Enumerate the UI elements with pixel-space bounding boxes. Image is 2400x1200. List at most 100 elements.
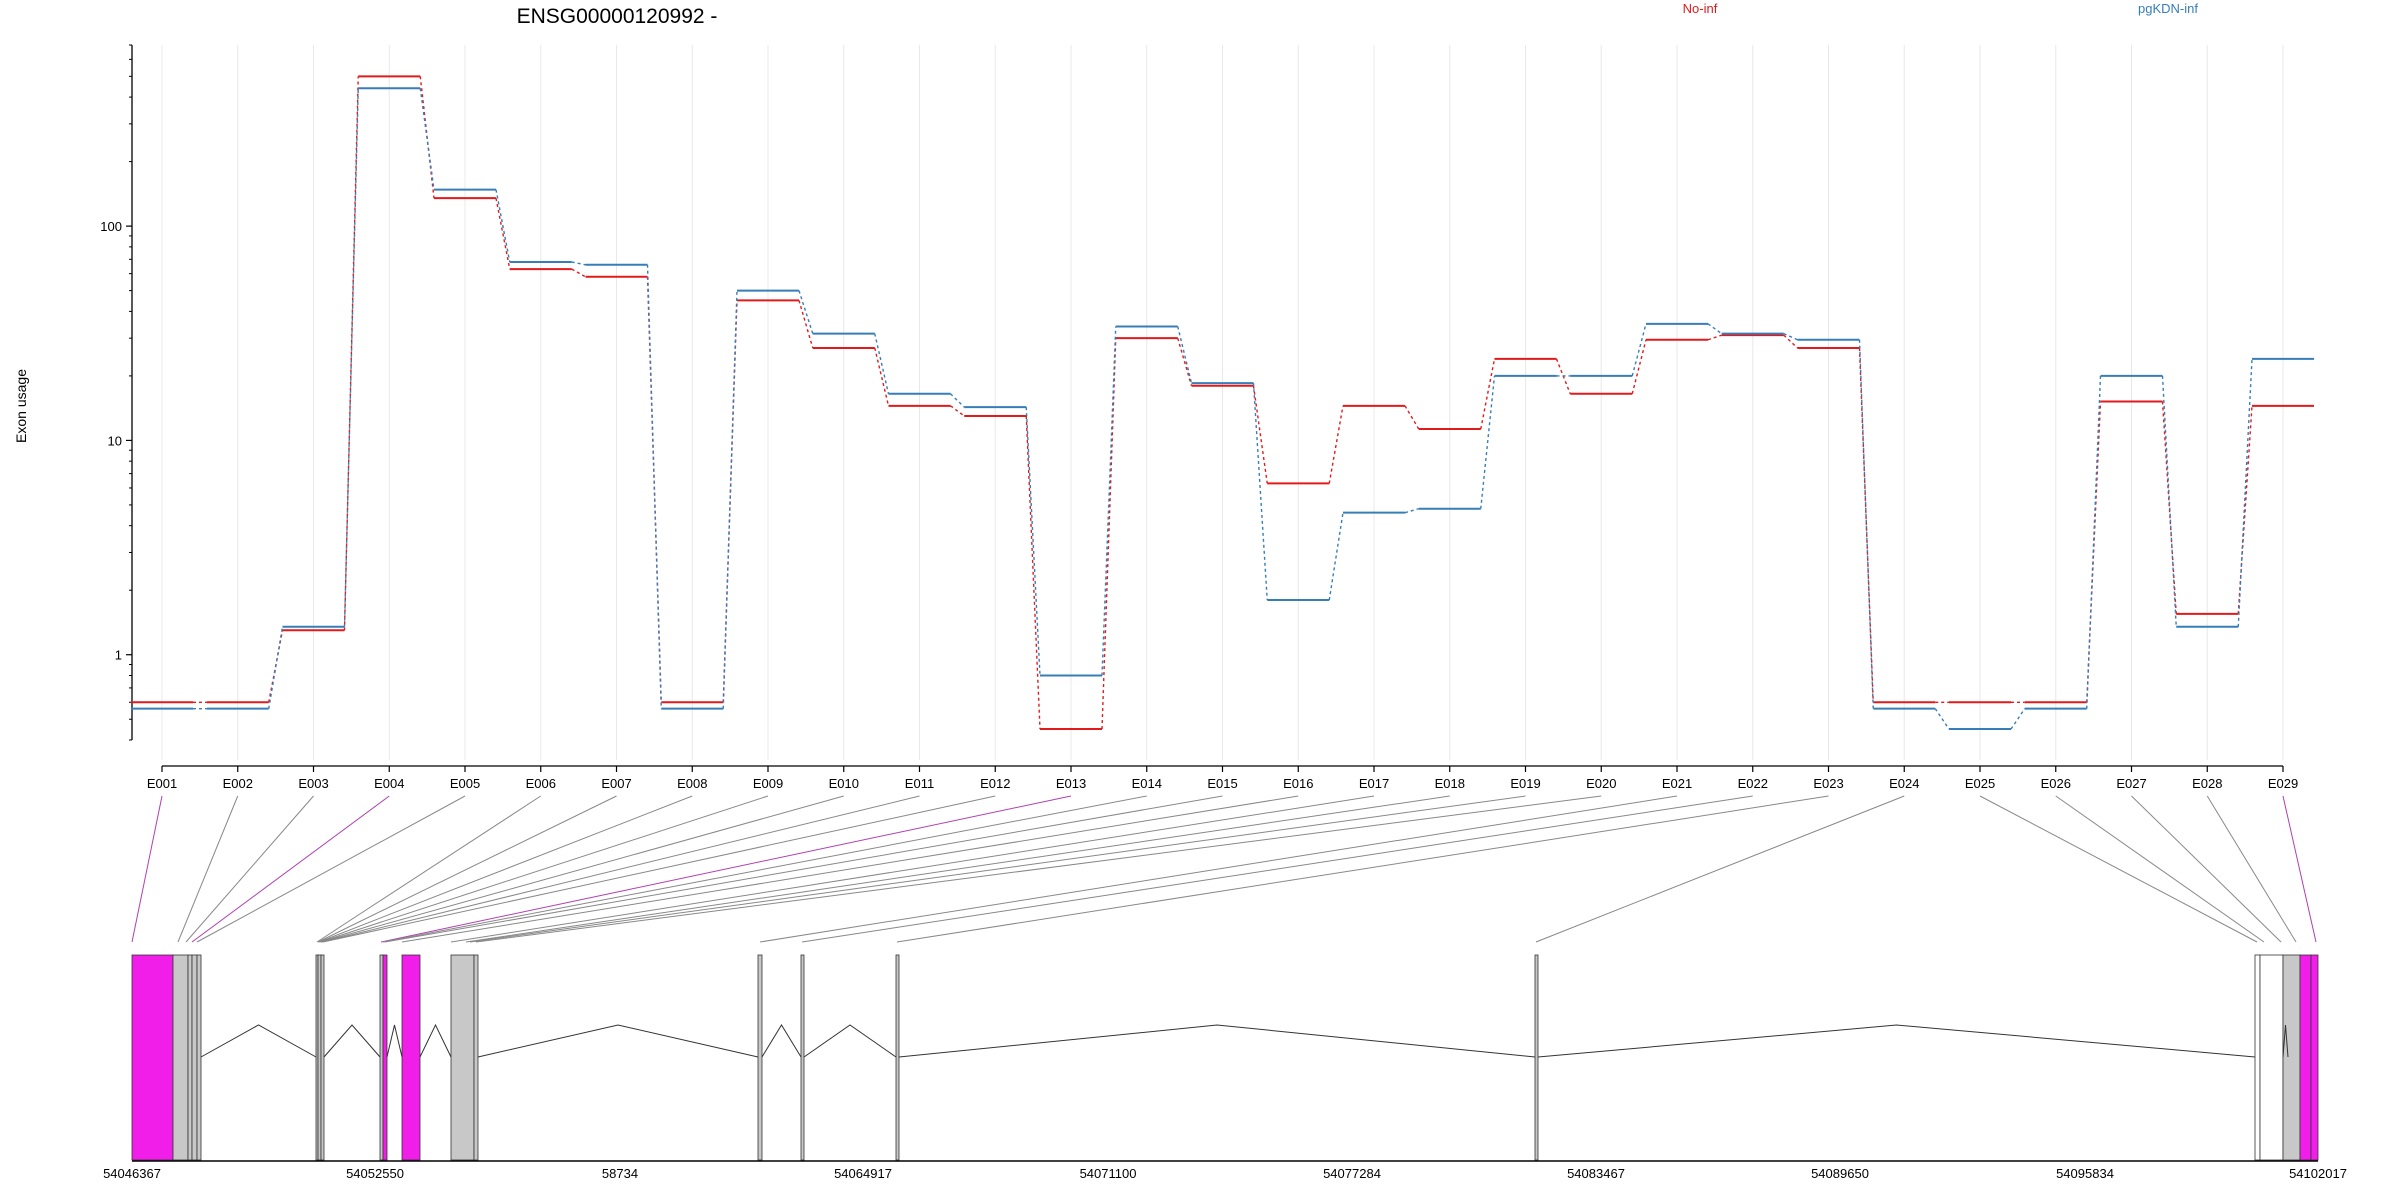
gene-model <box>131 954 2319 1161</box>
series-transition <box>2161 375 2177 627</box>
series-transition <box>1177 326 1193 384</box>
x-tick-label: E027 <box>2116 776 2146 791</box>
genomic-coord-label: 58734 <box>602 1166 638 1181</box>
exon-connector <box>380 795 1072 943</box>
exon-connector <box>177 795 239 943</box>
exon-connector <box>896 795 1829 943</box>
exon-connectors <box>131 795 2317 943</box>
exon-connector <box>321 795 920 943</box>
x-tick-label: E016 <box>1283 776 1313 791</box>
exon-connector <box>382 795 1147 943</box>
intron-line <box>761 1024 802 1058</box>
exon-connector <box>320 795 844 943</box>
x-tick-label: E011 <box>905 776 934 791</box>
series-transition <box>1252 385 1268 484</box>
exon-connector <box>465 795 1450 943</box>
genomic-coord-label: 54046367 <box>103 1166 161 1181</box>
series-transition <box>646 264 662 709</box>
exon-box <box>2259 954 2284 1161</box>
genomic-coord-label: 54102017 <box>2289 1166 2347 1181</box>
exon-connector <box>450 795 1375 943</box>
exon-box <box>895 954 900 1161</box>
y-axis-label: Exon usage <box>13 369 29 443</box>
exon-connector <box>322 795 996 943</box>
exon-connector <box>2206 795 2297 943</box>
x-axis: E001 E002 E003 E004 E005 E006 E007 E008 E009 E010… <box>147 765 2298 791</box>
x-tick-label: E020 <box>1586 776 1616 791</box>
series-transition <box>722 290 738 709</box>
x-tick-label: E017 <box>1359 776 1389 791</box>
series-transition <box>798 290 814 334</box>
series-transition <box>1025 415 1041 730</box>
series-transition <box>1252 383 1268 601</box>
series-transition <box>2086 375 2102 709</box>
grid-lines <box>161 45 2284 760</box>
exon-box <box>800 954 805 1161</box>
x-tick-label: E018 <box>1435 776 1465 791</box>
series-transition <box>1404 405 1420 430</box>
x-tick-label: E006 <box>526 776 556 791</box>
exon-connector <box>384 795 1223 943</box>
exon-connector <box>317 795 617 943</box>
exon-box <box>450 954 475 1161</box>
series-transition <box>1177 337 1193 386</box>
series-layer <box>131 75 2314 731</box>
exon-box <box>379 954 384 1161</box>
x-tick-label: E021 <box>1662 776 1692 791</box>
exon-box <box>172 954 189 1161</box>
series-transition <box>495 198 511 270</box>
genomic-coord-label: 54095834 <box>2056 1166 2114 1181</box>
x-tick-label: E002 <box>223 776 253 791</box>
exon-connector <box>469 795 1526 943</box>
series-transition <box>874 347 890 406</box>
x-tick-label: E013 <box>1056 776 1086 791</box>
genomic-coord-label: 54064917 <box>834 1166 892 1181</box>
exon-connector <box>196 795 466 943</box>
x-tick-label: E010 <box>829 776 859 791</box>
intron-line <box>2282 1024 2289 1058</box>
x-tick-label: E003 <box>298 776 328 791</box>
x-tick-label: E008 <box>677 776 707 791</box>
exon-box <box>382 954 388 1161</box>
genomic-coord-label: 54077284 <box>1323 1166 1381 1181</box>
series-transition <box>1707 334 1722 341</box>
exon-box <box>2254 954 2261 1161</box>
series-transition <box>1404 508 1419 514</box>
intron-line <box>803 1024 897 1058</box>
exon-box <box>757 954 763 1161</box>
series-transition <box>1631 323 1647 377</box>
exon-connector <box>318 795 693 943</box>
exon-box <box>320 954 325 1161</box>
series-transition <box>343 76 359 631</box>
series-transition <box>2237 405 2253 614</box>
x-tick-label: E019 <box>1510 776 1540 791</box>
exon-connector <box>2055 795 2265 943</box>
x-tick-label: E009 <box>753 776 783 791</box>
x-tick-label: E007 <box>601 776 631 791</box>
series-transition <box>1707 323 1723 335</box>
x-tick-label: E001 <box>147 776 177 791</box>
genomic-coord-label: 54071100 <box>1080 1166 1137 1181</box>
series-transition <box>495 189 511 263</box>
genomic-coord-label: 54052550 <box>346 1166 404 1181</box>
intron-line <box>386 1024 403 1058</box>
x-tick-label: E015 <box>1207 776 1237 791</box>
series-transition <box>1858 347 1874 703</box>
x-tick-label: E005 <box>450 776 480 791</box>
series-transition <box>1025 407 1041 676</box>
genomic-axis: 54046367 54052550 58734 54064917 54071100 540… <box>103 1160 2347 1181</box>
exon-connector <box>316 795 542 943</box>
exon-box <box>187 954 193 1161</box>
series-transition <box>2237 358 2253 627</box>
legend-item-pgkdn-inf: pgKDN-inf <box>2138 1 2198 16</box>
exon-box <box>473 954 479 1161</box>
x-tick-label: E026 <box>2041 776 2071 791</box>
genomic-coord-label: 54089650 <box>1811 1166 1869 1181</box>
series-transition <box>1328 512 1344 601</box>
series-transition <box>268 626 284 709</box>
exon-box <box>317 954 322 1161</box>
x-tick-label: E025 <box>1965 776 1995 791</box>
exon-connector <box>185 795 314 943</box>
exon-connector <box>759 795 1678 943</box>
